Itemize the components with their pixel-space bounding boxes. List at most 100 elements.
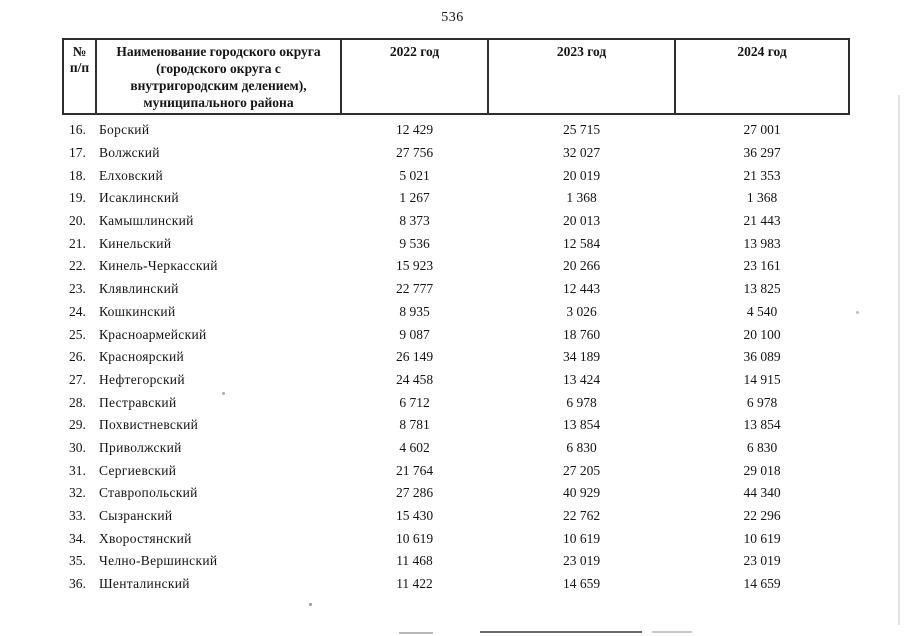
district-name: Пестравский bbox=[99, 394, 177, 410]
value-2024: 20 100 bbox=[743, 326, 781, 342]
table-row: 22. Кинель-Черкасский 15 923 20 266 23 161 bbox=[63, 255, 849, 278]
value-2023: 3 026 bbox=[566, 303, 597, 319]
header-name: Наименование городского округа (городско… bbox=[95, 38, 342, 115]
district-name: Приволжский bbox=[99, 439, 182, 455]
row-number: 24. bbox=[69, 303, 86, 319]
value-2022: 9 536 bbox=[399, 235, 430, 251]
table-row: 34. Хворостянский 10 619 10 619 10 619 bbox=[63, 527, 849, 550]
value-2023: 27 205 bbox=[562, 462, 601, 478]
value-2024: 27 001 bbox=[743, 122, 781, 138]
row-number: 32. bbox=[69, 485, 86, 501]
table-row: 23. Клявлинский 22 777 12 443 13 825 bbox=[63, 278, 849, 301]
row-number: 21. bbox=[69, 235, 86, 251]
table-body: 16. Борский 12 429 25 715 27 001 17. Волжский 2… bbox=[63, 114, 849, 595]
value-2022: 26 149 bbox=[395, 349, 434, 365]
table-row: 32. Ставропольский 27 286 40 929 44 340 bbox=[63, 482, 849, 505]
value-2022: 15 923 bbox=[395, 258, 434, 274]
table-row: 36. Шенталинский 11 422 14 659 14 659 bbox=[63, 573, 849, 596]
row-number: 23. bbox=[69, 281, 86, 297]
scan-speck bbox=[309, 603, 312, 606]
value-2022: 12 429 bbox=[395, 122, 434, 138]
value-2022: 5 021 bbox=[399, 167, 430, 183]
row-number: 28. bbox=[69, 394, 86, 410]
header-num: № п/п bbox=[62, 38, 97, 115]
district-name: Кинельский bbox=[99, 235, 172, 251]
table-row: 31. Сергиевский 21 764 27 205 29 018 bbox=[63, 459, 849, 482]
value-2023: 18 760 bbox=[562, 326, 601, 342]
row-number: 17. bbox=[69, 145, 86, 161]
value-2024: 29 018 bbox=[743, 462, 781, 478]
value-2024: 22 296 bbox=[743, 508, 781, 524]
table-row: 29. Похвистневский 8 781 13 854 13 854 bbox=[63, 414, 849, 437]
value-2023: 12 584 bbox=[562, 235, 601, 251]
value-2022: 4 602 bbox=[399, 439, 430, 455]
scan-bottom-artifact bbox=[399, 632, 433, 634]
scan-edge-artifact bbox=[898, 95, 900, 625]
value-2024: 14 915 bbox=[743, 371, 781, 387]
district-name: Красноармейский bbox=[99, 326, 207, 342]
row-number: 36. bbox=[69, 576, 86, 592]
value-2022: 10 619 bbox=[395, 530, 434, 546]
row-number: 34. bbox=[69, 530, 86, 546]
value-2024: 1 368 bbox=[746, 190, 778, 206]
value-2023: 12 443 bbox=[562, 281, 601, 297]
value-2022: 1 267 bbox=[399, 190, 430, 206]
row-number: 31. bbox=[69, 462, 86, 478]
value-2024: 44 340 bbox=[743, 485, 781, 501]
table-row: 24. Кошкинский 8 935 3 026 4 540 bbox=[63, 301, 849, 324]
table-row: 17. Волжский 27 756 32 027 36 297 bbox=[63, 142, 849, 165]
value-2023: 20 013 bbox=[562, 213, 601, 229]
district-name: Нефтегорский bbox=[99, 371, 185, 387]
value-2022: 8 935 bbox=[399, 303, 430, 319]
value-2022: 21 764 bbox=[395, 462, 434, 478]
value-2024: 14 659 bbox=[743, 576, 781, 592]
table-row: 26. Красноярский 26 149 34 189 36 089 bbox=[63, 346, 849, 369]
table-row: 18. Елховский 5 021 20 019 21 353 bbox=[63, 164, 849, 187]
value-2022: 9 087 bbox=[399, 326, 430, 342]
value-2024: 13 854 bbox=[743, 417, 781, 433]
value-2023: 6 978 bbox=[566, 394, 597, 410]
value-2023: 32 027 bbox=[562, 145, 601, 161]
row-number: 27. bbox=[69, 371, 86, 387]
district-name: Сызранский bbox=[99, 508, 173, 524]
value-2023: 20 266 bbox=[562, 258, 601, 274]
row-number: 20. bbox=[69, 213, 86, 229]
district-name: Хворостянский bbox=[99, 530, 192, 546]
table-row: 28. Пестравский 6 712 6 978 6 978 bbox=[63, 391, 849, 414]
table-row: 33. Сызранский 15 430 22 762 22 296 bbox=[63, 505, 849, 528]
table-row: 19. Исаклинский 1 267 1 368 1 368 bbox=[63, 187, 849, 210]
district-name: Елховский bbox=[99, 167, 163, 183]
value-2024: 13 825 bbox=[743, 281, 781, 297]
value-2024: 21 443 bbox=[743, 213, 781, 229]
value-2022: 6 712 bbox=[399, 394, 430, 410]
district-name: Камышлинский bbox=[99, 213, 194, 229]
value-2024: 21 353 bbox=[743, 167, 781, 183]
value-2023: 13 424 bbox=[562, 371, 601, 387]
value-2022: 27 756 bbox=[395, 145, 434, 161]
value-2024: 13 983 bbox=[743, 235, 781, 251]
value-2024: 36 089 bbox=[743, 349, 781, 365]
value-2023: 22 762 bbox=[562, 508, 601, 524]
value-2023: 40 929 bbox=[562, 485, 601, 501]
district-name: Борский bbox=[99, 122, 150, 138]
district-name: Клявлинский bbox=[99, 281, 179, 297]
value-2024: 23 019 bbox=[743, 553, 781, 569]
value-2024: 10 619 bbox=[743, 530, 781, 546]
district-name: Красноярский bbox=[99, 349, 185, 365]
page-number: 536 bbox=[441, 10, 464, 25]
value-2023: 1 368 bbox=[566, 190, 597, 206]
row-number: 18. bbox=[69, 167, 86, 183]
table-row: 20. Камышлинский 8 373 20 013 21 443 bbox=[63, 210, 849, 233]
table-header: № п/п Наименование городского округа (го… bbox=[62, 38, 850, 115]
table-row: 30. Приволжский 4 602 6 830 6 830 bbox=[63, 437, 849, 460]
value-2022: 27 286 bbox=[395, 485, 434, 501]
value-2022: 24 458 bbox=[395, 371, 434, 387]
value-2022: 15 430 bbox=[395, 508, 434, 524]
table-row: 27. Нефтегорский 24 458 13 424 14 915 bbox=[63, 369, 849, 392]
value-2024: 23 161 bbox=[743, 258, 781, 274]
value-2023: 10 619 bbox=[562, 530, 601, 546]
value-2023: 23 019 bbox=[562, 553, 601, 569]
table-row: 21. Кинельский 9 536 12 584 13 983 bbox=[63, 232, 849, 255]
header-year-2022: 2022 год bbox=[340, 38, 489, 115]
value-2024: 6 830 bbox=[746, 439, 778, 455]
